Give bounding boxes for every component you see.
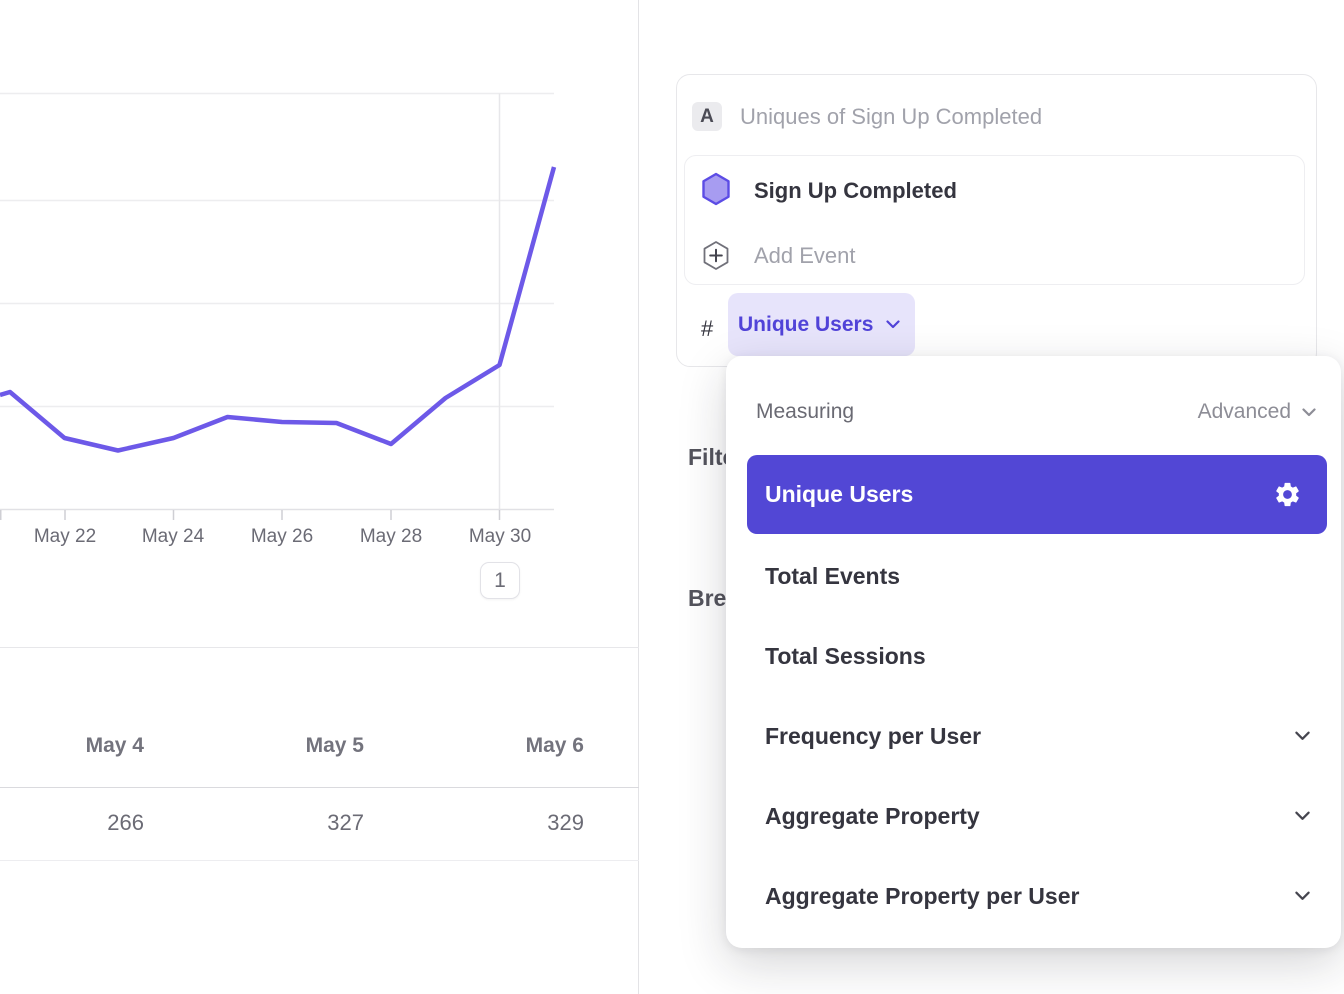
menu-item-frequency-per-user[interactable]: Frequency per User xyxy=(747,696,1327,776)
table-header-divider xyxy=(0,787,639,788)
line-chart xyxy=(0,92,557,520)
table-row-divider xyxy=(0,860,639,861)
add-event-icon xyxy=(703,241,729,270)
x-tick-label: May 22 xyxy=(33,526,97,547)
menu-item-total-sessions[interactable]: Total Sessions xyxy=(747,616,1327,696)
x-tick-label: May 28 xyxy=(359,526,423,547)
measurement-dropdown-trigger[interactable]: Unique Users xyxy=(728,293,915,356)
table-cell-value: 327 xyxy=(327,810,364,835)
x-tick-label: May 24 xyxy=(141,526,205,547)
measuring-label: Measuring xyxy=(756,400,855,423)
menu-item-label: Frequency per User xyxy=(765,722,982,749)
series-letter-badge[interactable]: A xyxy=(692,102,722,131)
menu-item-label: Aggregate Property xyxy=(765,802,980,829)
measuring-dropdown-menu: Measuring Advanced Unique Users Total Ev… xyxy=(726,356,1341,948)
menu-item-total-events[interactable]: Total Events xyxy=(747,536,1327,616)
chevron-down-icon xyxy=(1295,731,1310,740)
event-hexagon-icon xyxy=(702,172,730,206)
chart-section: May 22 May 24 May 26 May 28 May 30 1 May… xyxy=(0,0,639,994)
table-cell-value: 266 xyxy=(107,810,144,835)
measuring-menu-header: Measuring Advanced xyxy=(756,388,1317,436)
x-tick-label: May 26 xyxy=(250,526,314,547)
event-row[interactable]: Sign Up Completed xyxy=(754,178,957,203)
menu-item-label: Total Sessions xyxy=(765,642,926,669)
gridlines xyxy=(0,92,554,510)
table-column-header: May 5 xyxy=(305,734,364,757)
chevron-down-icon xyxy=(1302,407,1316,416)
signups-line[interactable] xyxy=(0,166,557,453)
menu-item-aggregate-property-per-user[interactable]: Aggregate Property per User xyxy=(747,856,1327,936)
table-cell-value: 329 xyxy=(547,810,584,835)
x-axis xyxy=(0,508,554,520)
query-series-card: A Uniques of Sign Up Completed Sign Up C… xyxy=(676,74,1317,367)
series-title: Uniques of Sign Up Completed xyxy=(740,104,1043,129)
menu-item-label: Total Events xyxy=(765,562,901,589)
gear-icon[interactable] xyxy=(1273,480,1302,509)
add-event-button[interactable]: Add Event xyxy=(754,243,856,268)
measure-hash-symbol: # xyxy=(701,316,714,341)
chevron-down-icon xyxy=(1295,811,1310,820)
menu-item-label: Aggregate Property per User xyxy=(765,882,1080,909)
advanced-mode-selector[interactable]: Advanced xyxy=(1198,400,1317,424)
x-tick-label: May 30 xyxy=(468,526,532,547)
annotation-count-badge[interactable]: 1 xyxy=(480,562,520,599)
menu-item-unique-users[interactable]: Unique Users xyxy=(747,455,1327,534)
measurement-value: Unique Users xyxy=(738,312,874,336)
table-column-header: May 4 xyxy=(85,734,144,757)
advanced-mode-label: Advanced xyxy=(1197,400,1291,423)
chevron-down-icon xyxy=(1295,891,1310,900)
event-list-box: Sign Up Completed Add Event xyxy=(684,155,1305,285)
chevron-down-icon xyxy=(886,320,900,329)
menu-item-label: Unique Users xyxy=(765,481,914,507)
menu-item-aggregate-property[interactable]: Aggregate Property xyxy=(747,776,1327,856)
section-divider xyxy=(0,647,639,648)
table-column-header: May 6 xyxy=(525,734,584,757)
